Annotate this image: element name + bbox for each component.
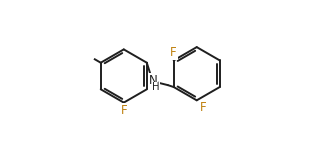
Text: F: F [120,104,127,117]
Text: F: F [170,46,177,59]
Text: F: F [200,101,206,114]
Text: N: N [149,74,158,87]
Text: H: H [152,82,160,92]
